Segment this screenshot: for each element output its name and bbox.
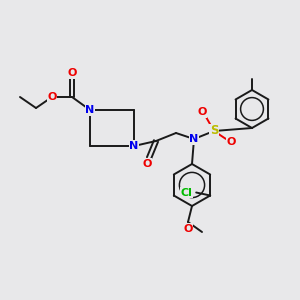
Text: O: O [183, 224, 193, 234]
Text: N: N [189, 134, 199, 144]
Text: O: O [47, 92, 57, 102]
Text: Cl: Cl [180, 188, 192, 197]
Text: O: O [142, 159, 152, 169]
Text: O: O [197, 107, 207, 117]
Text: N: N [85, 105, 94, 115]
Text: N: N [129, 141, 139, 151]
Text: S: S [210, 124, 218, 137]
Text: O: O [226, 137, 236, 147]
Text: O: O [67, 68, 77, 78]
